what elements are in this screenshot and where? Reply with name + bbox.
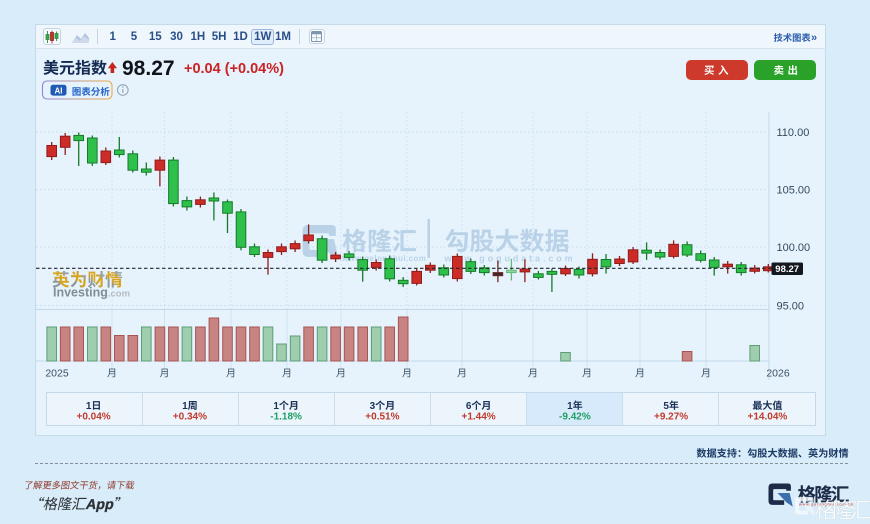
svg-text:»: » <box>811 32 817 44</box>
svg-text:+9.27%: +9.27% <box>654 412 688 423</box>
svg-text:100.00: 100.00 <box>777 242 811 254</box>
svg-text:98.27: 98.27 <box>122 57 175 80</box>
svg-text:+1.44%: +1.44% <box>461 412 495 423</box>
svg-text:+0.51%: +0.51% <box>365 412 399 423</box>
svg-text:95.00: 95.00 <box>777 300 805 312</box>
svg-text:App: App <box>84 497 115 513</box>
svg-text:98.27: 98.27 <box>775 264 799 275</box>
svg-text:Investing.com: Investing.com <box>53 286 130 300</box>
svg-text:www.gogudata.com: www.gogudata.com <box>444 254 576 264</box>
svg-text:+0.04%: +0.04% <box>76 412 110 423</box>
svg-text:1: 1 <box>273 401 279 412</box>
svg-text:+0.34%: +0.34% <box>173 412 207 423</box>
svg-text:-1.18%: -1.18% <box>270 412 302 423</box>
svg-text:AI: AI <box>55 86 63 95</box>
svg-text:3: 3 <box>370 401 376 412</box>
svg-text:2025: 2025 <box>45 368 69 380</box>
svg-text:+14.04%: +14.04% <box>748 412 788 423</box>
svg-text:110.00: 110.00 <box>777 127 810 139</box>
svg-text:www.gelonghui.com·hk: www.gelonghui.com·hk <box>799 503 854 507</box>
svg-text:-9.42%: -9.42% <box>559 412 591 423</box>
svg-text:105.00: 105.00 <box>777 184 811 196</box>
svg-text:6: 6 <box>466 401 472 412</box>
svg-text:1: 1 <box>567 401 573 412</box>
svg-text:www.gelonghui.com: www.gelonghui.com <box>341 254 426 263</box>
svg-text:5: 5 <box>663 401 669 412</box>
svg-text:1: 1 <box>182 401 188 412</box>
svg-text:+0.04 (+0.04%): +0.04 (+0.04%) <box>184 61 284 77</box>
svg-text:1: 1 <box>86 401 92 412</box>
svg-text:2026: 2026 <box>766 368 790 380</box>
